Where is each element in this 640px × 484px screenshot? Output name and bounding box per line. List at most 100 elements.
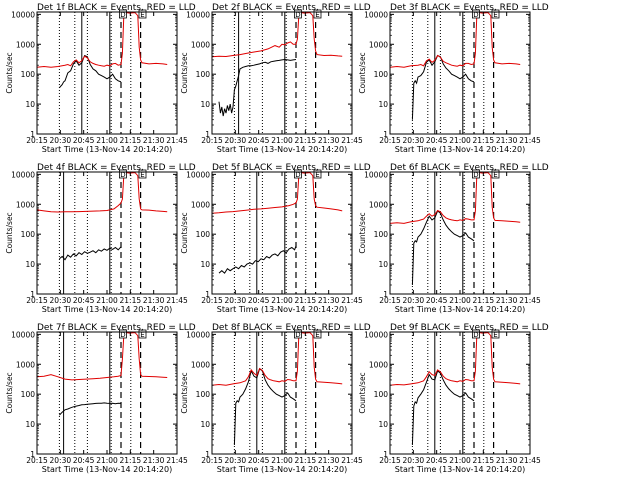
flag-box [313,169,322,179]
x-tick-label: 21:15 [120,136,142,145]
series-events-line [411,210,475,286]
y-tick-label: 100 [374,70,389,79]
plot-frame [36,171,178,295]
flag-box [293,169,302,179]
x-tick-label: 21:45 [519,136,541,145]
x-tick-label: 20:45 [73,296,95,305]
y-tick-label: 10 [378,260,388,269]
y-tick-label: 1 [383,290,388,299]
y-axis-label: Counts/sec [5,52,14,93]
flag-label: E [315,171,319,179]
y-tick-label: 10000 [11,330,35,339]
x-tick-label: 20:15 [201,456,223,465]
x-tick-label: 21:45 [341,296,363,305]
x-tick-label: 21:30 [318,136,340,145]
plot-frame [36,331,178,455]
x-axis-label: Start Time (13-Nov-14 20:14:20) [42,145,172,154]
x-tick-label: 21:00 [271,296,293,305]
x-tick-label: 20:30 [403,456,425,465]
flag-box [471,9,480,19]
y-axis-label: Counts/sec [5,212,14,253]
x-tick-label: 21:00 [96,296,118,305]
x-tick-label: 20:45 [248,456,270,465]
y-tick-label: 10000 [11,170,35,179]
x-tick-label: 20:45 [426,456,448,465]
y-tick-label: 1 [205,450,210,459]
series-lld-line [389,12,521,68]
x-tick-label: 20:45 [248,296,270,305]
x-tick-label: 20:15 [201,296,223,305]
x-tick-label: 20:15 [379,456,401,465]
y-tick-label: 100 [196,390,211,399]
y-tick-label: 10 [200,260,210,269]
x-tick-label: 21:30 [318,296,340,305]
series-lld-line [36,12,168,68]
series-events-line [59,402,122,416]
x-tick-label: 20:45 [426,296,448,305]
series-events-line [218,58,297,117]
x-tick-label: 21:00 [271,136,293,145]
y-tick-label: 10000 [364,330,388,339]
x-tick-label: 21:00 [96,136,118,145]
y-tick-label: 1000 [369,360,388,369]
series-events-line [411,370,475,446]
y-tick-label: 10000 [186,170,210,179]
y-tick-label: 100 [21,390,36,399]
x-tick-label: 21:45 [519,456,541,465]
y-tick-label: 10 [25,260,35,269]
x-axis-label: Start Time (13-Nov-14 20:14:20) [395,145,525,154]
x-tick-label: 21:00 [96,456,118,465]
y-tick-label: 1 [30,290,35,299]
y-tick-label: 10000 [186,10,210,19]
flag-label: D [295,171,300,179]
x-axis-label: Start Time (13-Nov-14 20:14:20) [42,305,172,314]
x-tick-label: 20:15 [379,136,401,145]
series-lld-line [36,332,168,381]
x-tick-label: 21:00 [449,456,471,465]
flag-label: D [120,11,125,19]
x-tick-label: 20:30 [50,296,72,305]
y-tick-label: 1000 [191,360,210,369]
y-tick-label: 10 [25,420,35,429]
flag-label: E [493,11,497,19]
y-tick-label: 1 [383,450,388,459]
flag-label: E [140,11,144,19]
y-tick-label: 100 [21,70,36,79]
x-tick-label: 21:15 [473,456,495,465]
x-tick-label: 20:15 [26,296,48,305]
flag-label: D [473,331,478,339]
y-axis-label: Counts/sec [358,212,367,253]
x-tick-label: 21:15 [120,456,142,465]
y-tick-label: 1000 [16,200,35,209]
y-tick-label: 1 [383,130,388,139]
y-tick-label: 1 [205,130,210,139]
x-tick-label: 21:00 [449,296,471,305]
flag-box [491,9,500,19]
panel-title: Det 3f BLACK = Events, RED = LLD [390,3,549,13]
x-tick-label: 20:30 [225,456,247,465]
flag-box [119,169,127,179]
flag-box [313,9,322,19]
x-tick-label: 20:30 [403,296,425,305]
y-tick-label: 10000 [186,330,210,339]
y-tick-label: 1000 [191,40,210,49]
series-events-line [59,246,122,261]
panel-title: Det 4f BLACK = Events, RED = LLD [37,163,196,173]
panel-title: Det 8f BLACK = Events, RED = LLD [212,323,371,333]
plot-frame [389,171,531,295]
flag-label: E [493,331,497,339]
panel-title: Det 6f BLACK = Events, RED = LLD [390,163,549,173]
y-axis-label: Counts/sec [180,52,189,93]
x-tick-label: 20:45 [73,136,95,145]
x-tick-label: 21:15 [473,296,495,305]
plot-frame [211,171,353,295]
flag-box [119,9,127,19]
flag-label: D [120,171,125,179]
x-axis-label: Start Time (13-Nov-14 20:14:20) [217,465,347,474]
